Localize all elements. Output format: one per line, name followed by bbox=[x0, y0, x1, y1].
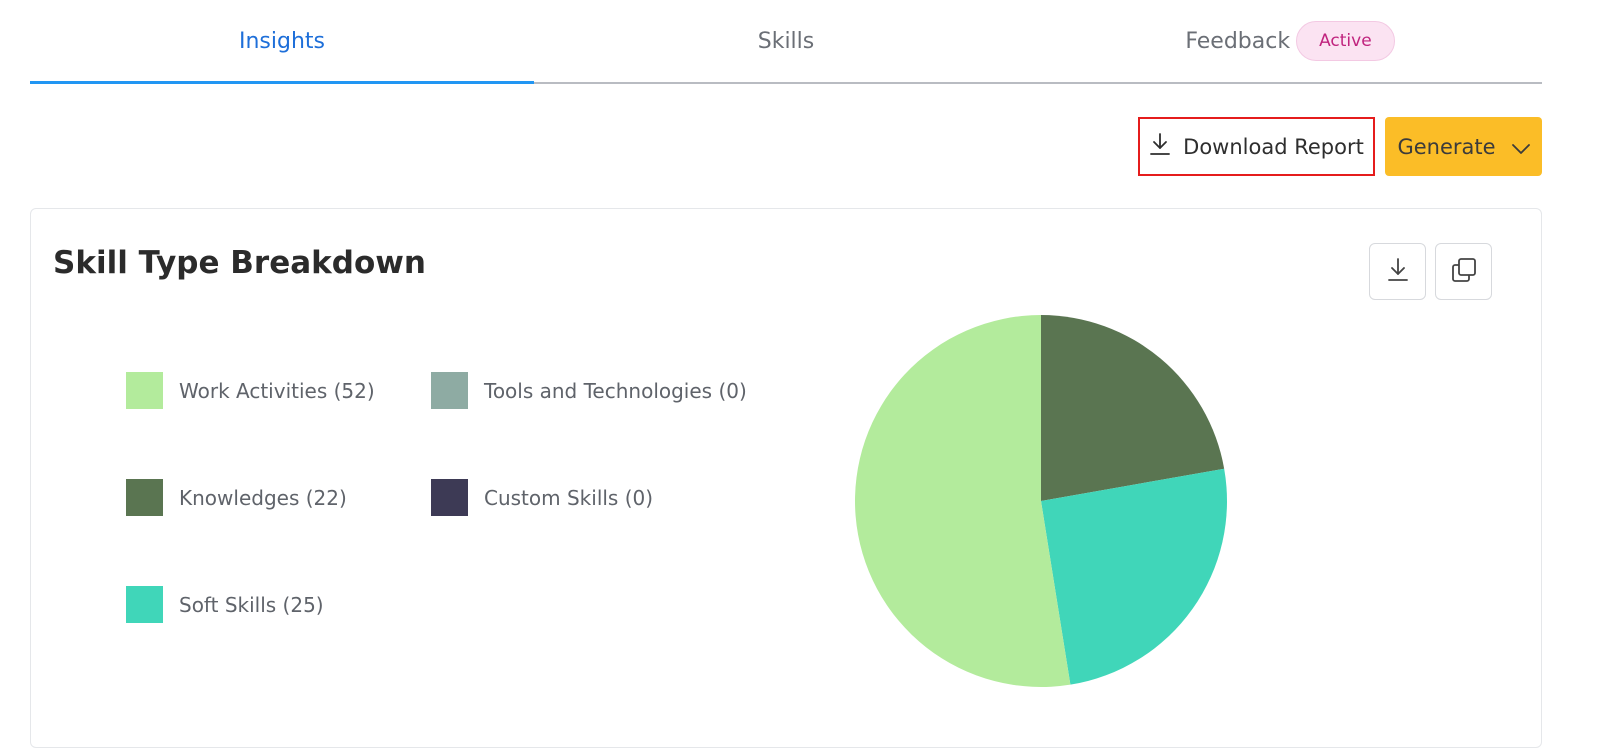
legend-swatch bbox=[431, 372, 468, 409]
tab-bar: Insights Skills Feedback Active bbox=[30, 0, 1542, 84]
skill-breakdown-card: Skill Type Breakdown Work Activities bbox=[30, 208, 1542, 748]
tab-insights[interactable]: Insights bbox=[30, 0, 534, 84]
download-icon bbox=[1386, 257, 1410, 287]
pie-slice-work-activities bbox=[855, 315, 1071, 687]
pie-slice-soft-skills bbox=[1041, 468, 1227, 685]
tab-feedback-label: Feedback bbox=[1185, 28, 1291, 54]
tab-insights-label: Insights bbox=[238, 28, 325, 54]
chart-copy-button[interactable] bbox=[1435, 243, 1492, 300]
download-icon bbox=[1149, 132, 1171, 161]
copy-icon bbox=[1450, 256, 1478, 288]
download-report-button[interactable]: Download Report bbox=[1138, 117, 1375, 176]
legend-label: Work Activities (52) bbox=[179, 378, 375, 403]
tab-skills[interactable]: Skills bbox=[534, 0, 1038, 82]
legend-item: Soft Skills (25) bbox=[126, 586, 324, 623]
status-badge: Active bbox=[1296, 21, 1395, 61]
toolbar: Download Report Generate bbox=[1138, 117, 1542, 176]
legend-item: Work Activities (52) bbox=[126, 372, 375, 409]
legend-swatch bbox=[431, 479, 468, 516]
legend-label: Tools and Technologies (0) bbox=[484, 378, 747, 403]
pie-slice-knowledges bbox=[1041, 315, 1225, 501]
generate-label: Generate bbox=[1397, 134, 1496, 159]
card-title: Skill Type Breakdown bbox=[53, 245, 426, 281]
legend-swatch bbox=[126, 479, 163, 516]
legend-label: Knowledges (22) bbox=[179, 485, 347, 510]
chevron-down-icon bbox=[1511, 135, 1530, 159]
legend-label: Custom Skills (0) bbox=[484, 485, 654, 510]
legend-item: Tools and Technologies (0) bbox=[431, 372, 747, 409]
download-report-label: Download Report bbox=[1183, 134, 1364, 159]
legend-label: Soft Skills (25) bbox=[179, 592, 324, 617]
tab-skills-label: Skills bbox=[757, 28, 815, 54]
legend-item: Knowledges (22) bbox=[126, 479, 347, 516]
chart-download-button[interactable] bbox=[1369, 243, 1426, 300]
pie-chart bbox=[855, 315, 1227, 687]
tab-feedback[interactable]: Feedback Active bbox=[1038, 0, 1542, 82]
legend-swatch bbox=[126, 372, 163, 409]
legend-swatch bbox=[126, 586, 163, 623]
legend-item: Custom Skills (0) bbox=[431, 479, 653, 516]
generate-button[interactable]: Generate bbox=[1385, 117, 1542, 176]
